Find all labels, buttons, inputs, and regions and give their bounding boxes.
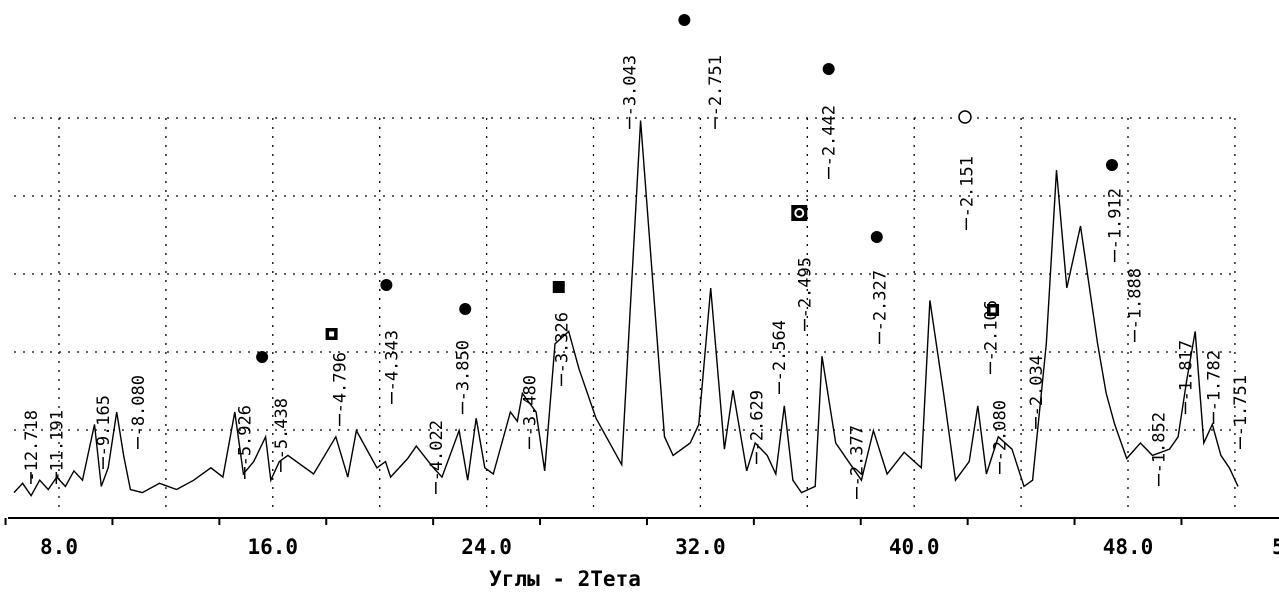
peak-label-text: -3.326 <box>552 312 572 373</box>
marker-filled-circle <box>678 14 691 26</box>
peak-label: -2.151 <box>957 156 977 230</box>
peak-label-text: -4.343 <box>383 330 403 391</box>
peak-label-text: -9.165 <box>94 395 114 456</box>
peak-label: -2.327 <box>870 270 890 344</box>
peak-label: -3.480 <box>520 375 540 449</box>
grid-lines <box>14 117 1238 514</box>
peak-label: -2.751 <box>706 55 726 129</box>
peak-label-text: -3.480 <box>520 375 540 436</box>
x-tick-label: 24.0 <box>461 535 512 559</box>
marker-filled-circle <box>459 303 472 315</box>
peak-label: -8.080 <box>129 375 149 449</box>
marker-filled-circle <box>822 63 835 75</box>
peak-label: -12.718 <box>22 410 42 484</box>
peak-label: -2.442 <box>820 105 840 179</box>
peak-label-text: -3.850 <box>454 340 474 401</box>
x-tick-label: 16.0 <box>248 535 299 559</box>
peak-label-text: -5.438 <box>272 398 292 459</box>
peak-label: -4.796 <box>331 352 351 426</box>
peak-label: -5.926 <box>236 405 256 479</box>
marker-hollow-square-inner <box>329 331 335 337</box>
peak-label-text: -2.751 <box>706 55 726 116</box>
peak-label: -2.629 <box>748 390 768 464</box>
peak-label-text: -1.782 <box>1205 350 1225 411</box>
peak-label-text: -2.377 <box>848 425 868 486</box>
peak-label-text: -2.034 <box>1027 355 1047 416</box>
x-tick-label: 8.0 <box>40 535 78 559</box>
peak-label-text: -1.751 <box>1231 375 1251 436</box>
peak-label-text: -1.912 <box>1106 188 1126 249</box>
peak-label: -2.564 <box>770 320 790 394</box>
peak-label-text: -1.888 <box>1126 268 1146 329</box>
peak-label-text: -4.022 <box>427 420 447 481</box>
peak-label-text: -1.817 <box>1176 340 1196 401</box>
peak-label: -9.165 <box>94 395 114 469</box>
peak-label: -1.751 <box>1231 375 1251 449</box>
marker-filled-circle <box>256 351 269 363</box>
peak-label: -2.377 <box>848 425 868 499</box>
marker-filled-circle <box>380 279 393 291</box>
marker-circle-in-square-dot <box>796 210 803 216</box>
x-axis-title: Углы - 2Тета <box>489 567 641 591</box>
marker-filled-circle <box>870 231 883 243</box>
peak-label-text: -2.327 <box>870 270 890 331</box>
peak-label: -3.850 <box>454 340 474 414</box>
diffraction-trace <box>13 120 1239 498</box>
x-tick-labels: 8.0 16.0 24.0 32.0 40.0 48.0 5 <box>40 535 1279 559</box>
marker-hollow-square-inner <box>990 307 996 313</box>
peak-label: -4.343 <box>383 330 403 404</box>
peak-label-text: -2.629 <box>748 390 768 451</box>
peak-label: -5.438 <box>272 398 292 472</box>
peak-label: -3.326 <box>552 312 572 386</box>
x-tick-label: 48.0 <box>1103 535 1154 559</box>
peak-label: -1.912 <box>1106 188 1126 262</box>
peak-label-text: -4.796 <box>331 352 351 413</box>
x-tick-label: 5 <box>1272 535 1279 559</box>
peak-label-text: -2.080 <box>991 400 1011 461</box>
marker-hollow-circle <box>958 110 972 124</box>
peak-label: -1.852 <box>1150 412 1170 486</box>
peak-label-text: -2.442 <box>820 105 840 166</box>
phase-markers <box>256 14 1118 363</box>
peak-labels: -12.718 -11.191 -9.165 -8.080 -5.926 -5.438 -4… <box>22 55 1251 499</box>
peak-label-text: -1.852 <box>1150 412 1170 473</box>
peak-label: -2.080 <box>991 400 1011 474</box>
marker-filled-circle <box>1105 159 1118 171</box>
peak-label-text: -2.151 <box>957 156 977 217</box>
peak-label-text: -8.080 <box>129 375 149 436</box>
x-tick-label: 40.0 <box>889 535 940 559</box>
peak-label: -11.191 <box>47 410 67 484</box>
peak-label-text: -2.564 <box>770 320 790 381</box>
marker-filled-square <box>552 281 565 293</box>
peak-label: -1.817 <box>1176 340 1196 414</box>
peak-label-text: -2.495 <box>796 257 816 318</box>
series-line <box>13 120 1239 498</box>
x-tick-label: 32.0 <box>675 535 726 559</box>
peak-label: -2.034 <box>1027 355 1047 429</box>
peak-label: -2.495 <box>796 257 816 331</box>
peak-label-text: -3.043 <box>621 55 641 116</box>
peak-label: -3.043 <box>621 55 641 129</box>
peak-label-text: -5.926 <box>236 405 256 466</box>
peak-label-text: -11.191 <box>47 410 67 482</box>
x-axis <box>4 517 1279 525</box>
peak-label: -1.888 <box>1126 268 1146 342</box>
peak-label-text: -12.718 <box>22 410 42 482</box>
peak-label: -4.022 <box>427 420 447 494</box>
peak-label: -1.782 <box>1205 350 1225 424</box>
